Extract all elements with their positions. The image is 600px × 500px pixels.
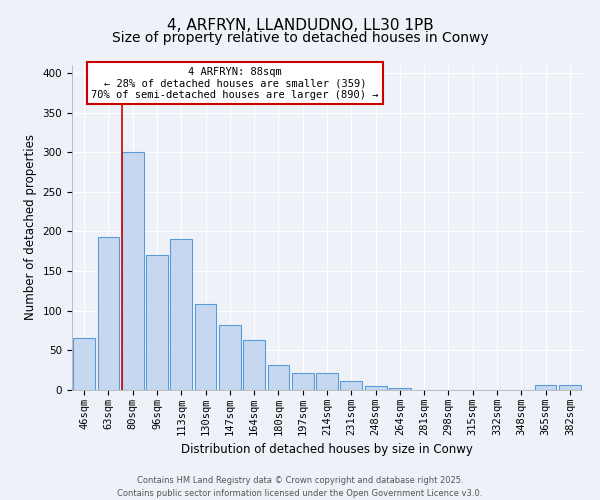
Bar	[194, 304, 217, 390]
Bar	[243, 340, 265, 390]
Bar	[559, 385, 581, 390]
Text: Size of property relative to detached houses in Conwy: Size of property relative to detached ho…	[112, 31, 488, 45]
Bar	[170, 240, 192, 390]
Bar	[97, 237, 119, 390]
Text: Contains HM Land Registry data © Crown copyright and database right 2025.
Contai: Contains HM Land Registry data © Crown c…	[118, 476, 482, 498]
Bar	[535, 385, 556, 390]
Bar	[365, 386, 386, 390]
Bar	[146, 255, 168, 390]
Y-axis label: Number of detached properties: Number of detached properties	[24, 134, 37, 320]
Bar	[292, 374, 314, 390]
Bar	[73, 338, 95, 390]
Bar	[122, 152, 143, 390]
Bar	[316, 374, 338, 390]
Text: 4, ARFRYN, LLANDUDNO, LL30 1PB: 4, ARFRYN, LLANDUDNO, LL30 1PB	[167, 18, 433, 32]
Bar	[268, 366, 289, 390]
Bar	[340, 382, 362, 390]
Bar	[389, 388, 411, 390]
Text: 4 ARFRYN: 88sqm
← 28% of detached houses are smaller (359)
70% of semi-detached : 4 ARFRYN: 88sqm ← 28% of detached houses…	[91, 66, 379, 100]
X-axis label: Distribution of detached houses by size in Conwy: Distribution of detached houses by size …	[181, 444, 473, 456]
Bar	[219, 325, 241, 390]
